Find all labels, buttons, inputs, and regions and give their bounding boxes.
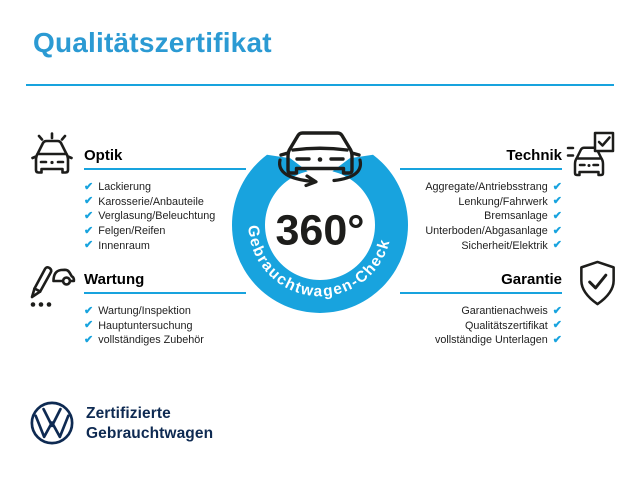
gebrauchtwagen-check-badge: Gebrauchtwagen-Check 360° — [232, 131, 408, 313]
badge-ring — [232, 154, 408, 313]
footer-label: Zertifizierte Gebrauchtwagen — [86, 404, 213, 444]
section-title: Wartung — [84, 271, 145, 288]
section-heading-optik: Optik — [84, 147, 246, 170]
check-icon: ✔ — [84, 180, 94, 193]
checklist-item-label: Felgen/Reifen — [98, 225, 166, 238]
check-icon: ✔ — [552, 319, 562, 332]
car-rotation-icon — [278, 131, 363, 188]
footer-label-line2: Gebrauchtwagen — [86, 425, 214, 442]
check-icon: ✔ — [84, 195, 94, 208]
check-icon: ✔ — [84, 224, 94, 237]
checklist-item-label: Aggregate/Antriebsstrang — [425, 181, 548, 194]
shield-check-icon — [580, 260, 615, 306]
check-icon: ✔ — [552, 239, 562, 252]
section-underline — [84, 168, 246, 170]
checklist-item: ✔ Hauptuntersuchung — [84, 319, 284, 334]
checklist-item-label: Bremsanlage — [484, 210, 548, 223]
checklist-item: ✔ Felgen/Reifen — [84, 224, 284, 239]
car-checkbox-icon — [566, 131, 615, 177]
checklist-item: ✔ Innenraum — [84, 238, 284, 253]
checklist-item: Bremsanlage ✔ — [322, 209, 562, 224]
check-icon: ✔ — [552, 180, 562, 193]
check-icon: ✔ — [84, 209, 94, 222]
checklist-item-label: Innenraum — [98, 239, 150, 252]
check-icon: ✔ — [84, 304, 94, 317]
checklist-item-label: Hauptuntersuchung — [98, 319, 193, 332]
checklist-item-label: Garantienachweis — [461, 305, 548, 318]
section-title: Technik — [506, 147, 562, 164]
checklist-item: ✔ Verglasung/Beleuchtung — [84, 209, 284, 224]
page-title: Qualitätszertifikat — [33, 27, 272, 58]
section-heading-technik: Technik — [400, 147, 562, 170]
checklist-item: ✔ Wartung/Inspektion — [84, 304, 284, 319]
check-icon: ✔ — [84, 319, 94, 332]
check-icon: ✔ — [552, 304, 562, 317]
checklist-wartung: ✔ Wartung/Inspektion ✔ Hauptuntersuchung ✔… — [84, 304, 284, 348]
checklist-item: ✔ Karosserie/Anbauteile — [84, 195, 284, 210]
check-icon: ✔ — [552, 195, 562, 208]
checklist-item-label: Lenkung/Fahrwerk — [458, 195, 548, 208]
footer-label-line1: Zertifizierte — [86, 405, 171, 422]
checklist-item-label: Lackierung — [98, 181, 152, 194]
checklist-item-label: Unterboden/Abgasanlage — [425, 225, 548, 238]
checklist-optik: ✔ Lackierung ✔ Karosserie/Anbauteile ✔ Verg… — [84, 180, 284, 253]
checklist-item: Unterboden/Abgasanlage ✔ — [322, 224, 562, 239]
check-icon: ✔ — [84, 239, 94, 252]
checklist-item-label: vollständige Unterlagen — [434, 334, 548, 347]
check-icon: ✔ — [84, 333, 94, 346]
checklist-item: ✔ vollständiges Zubehör — [84, 333, 284, 348]
section-title: Optik — [84, 147, 123, 164]
section-heading-wartung: Wartung — [84, 271, 246, 294]
checklist-item-label: vollständiges Zubehör — [98, 334, 204, 347]
check-icon: ✔ — [552, 224, 562, 237]
degrees-value: 360° — [276, 207, 365, 255]
checklist-technik: Aggregate/Antriebsstrang ✔ Lenkung/Fahrwe… — [322, 180, 562, 253]
checklist-item-label: Sicherheit/Elektrik — [461, 239, 548, 252]
vw-logo-icon — [30, 401, 74, 445]
car-shine-icon — [31, 132, 73, 174]
checklist-item: Sicherheit/Elektrik ✔ — [322, 238, 562, 253]
checklist-item: Aggregate/Antriebsstrang ✔ — [322, 180, 562, 195]
section-underline — [400, 168, 562, 170]
section-underline — [400, 292, 562, 294]
section-heading-garantie: Garantie — [400, 271, 562, 294]
checklist-item: Qualitätszertifikat ✔ — [322, 319, 562, 334]
checklist-item-label: Wartung/Inspektion — [98, 305, 191, 318]
checklist-item: Garantienachweis ✔ — [322, 304, 562, 319]
checklist-item-label: Verglasung/Beleuchtung — [98, 210, 216, 223]
header-divider — [26, 84, 614, 86]
check-icon: ✔ — [552, 333, 562, 346]
section-title: Garantie — [501, 271, 562, 288]
checklist-item: vollständige Unterlagen ✔ — [322, 333, 562, 348]
section-underline — [84, 292, 246, 294]
check-icon: ✔ — [552, 209, 562, 222]
pencil-car-icon — [30, 266, 76, 307]
checklist-item: ✔ Lackierung — [84, 180, 284, 195]
checklist-item: Lenkung/Fahrwerk ✔ — [322, 195, 562, 210]
checklist-garantie: Garantienachweis ✔ Qualitätszertifikat ✔ v… — [322, 304, 562, 348]
checklist-item-label: Karosserie/Anbauteile — [98, 195, 204, 208]
checklist-item-label: Qualitätszertifikat — [464, 319, 548, 332]
